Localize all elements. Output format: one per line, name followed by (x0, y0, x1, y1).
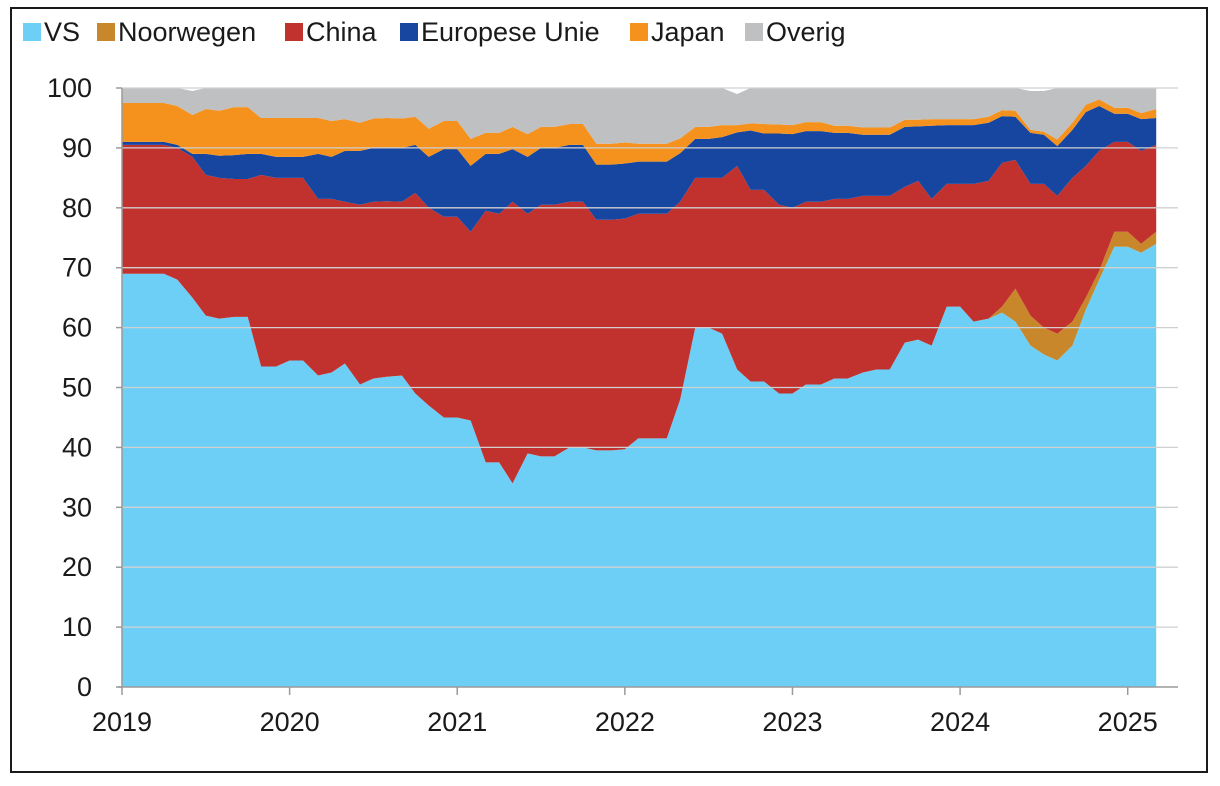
x-tick-label: 2020 (260, 707, 320, 737)
legend-swatch-europese-unie (400, 23, 418, 41)
x-tick-label: 2022 (595, 707, 655, 737)
legend-label-japan: Japan (651, 17, 725, 47)
legend: VS Noorwegen China Europese Unie Japan Overig (23, 17, 846, 47)
y-tick-label: 60 (62, 313, 92, 343)
y-tick-label: 80 (62, 193, 92, 223)
area-series-overig (122, 88, 1157, 144)
legend-swatch-china (285, 23, 303, 41)
legend-label-overig: Overig (766, 17, 846, 47)
area-series-japan (122, 99, 1157, 166)
legend-swatch-noorwegen (97, 23, 115, 41)
area-series-china (122, 141, 1157, 484)
axes: 0 10 20 30 40 50 60 70 80 90 100 2019 2020 2021 2022 20… (47, 73, 1178, 737)
legend-label-china: China (306, 17, 378, 47)
legend-swatch-overig (745, 23, 763, 41)
area-series-vs (122, 243, 1157, 688)
y-tick-label: 30 (62, 492, 92, 522)
y-tick-label: 20 (62, 552, 92, 582)
y-tick-label: 70 (62, 253, 92, 283)
gridlines (122, 87, 1178, 628)
x-tick-label: 2021 (427, 707, 487, 737)
legend-swatch-japan (630, 23, 648, 41)
y-tick-label: 50 (62, 373, 92, 403)
area-layers (122, 88, 1157, 688)
legend-label-europese-unie: Europese Unie (421, 17, 600, 47)
legend-swatch-vs (23, 23, 41, 41)
x-tick-label: 2023 (762, 707, 822, 737)
y-tick-label: 10 (62, 612, 92, 642)
x-tick-label: 2024 (930, 707, 990, 737)
x-tick-label: 2019 (92, 707, 152, 737)
x-tick-label: 2025 (1098, 707, 1158, 737)
legend-label-vs: VS (44, 17, 80, 47)
area-series-europese-unie (122, 105, 1157, 232)
y-tick-label: 0 (77, 672, 92, 702)
y-tick-label: 40 (62, 432, 92, 462)
legend-label-noorwegen: Noorwegen (118, 17, 256, 47)
y-tick-label: 100 (47, 73, 92, 103)
y-tick-label: 90 (62, 133, 92, 163)
